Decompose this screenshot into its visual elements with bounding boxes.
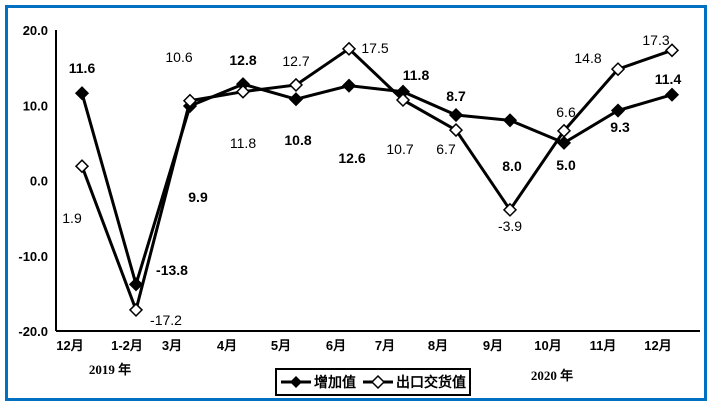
legend-label-value-added: 增加值 <box>314 374 356 390</box>
data-label: 8.0 <box>502 158 522 174</box>
export-marker <box>128 302 144 317</box>
data-label: 11.6 <box>69 60 96 76</box>
value-added-marker <box>341 78 357 93</box>
data-label: 9.9 <box>188 189 208 205</box>
export-marker <box>395 92 411 108</box>
export-marker <box>74 159 90 174</box>
data-label: 8.7 <box>446 88 466 104</box>
data-label: 17.5 <box>361 40 388 56</box>
data-label: 9.3 <box>610 119 630 135</box>
data-label: 10.6 <box>165 49 192 65</box>
y-tick-label: 0.0 <box>30 174 48 189</box>
data-label: -3.9 <box>498 218 522 234</box>
legend-label-export: 出口交货值 <box>396 374 466 390</box>
x-tick-label: 4月 <box>217 338 237 353</box>
x-tick-label: 7月 <box>375 338 395 353</box>
legend-marker-value-added <box>290 376 302 388</box>
x-tick-label: 6月 <box>326 338 346 353</box>
data-label: -13.8 <box>156 262 188 278</box>
data-label: 10.7 <box>386 141 413 157</box>
y-tick-label: 20.0 <box>23 23 48 38</box>
year-label-2019: 2019 年 <box>89 362 131 377</box>
legend: 增加值 出口交货值 <box>275 368 471 396</box>
export-marker <box>610 62 626 77</box>
data-label: 11.4 <box>655 71 682 87</box>
value-added-marker <box>610 103 626 118</box>
data-label: 11.8 <box>230 135 256 151</box>
y-tick-label: 10.0 <box>23 98 48 113</box>
series-line-value-added <box>80 82 673 290</box>
chart-frame <box>5 5 707 401</box>
y-tick-label: -20.0 <box>18 324 48 339</box>
value-added-marker <box>664 87 680 102</box>
export-marker <box>448 123 464 138</box>
x-tick-label: 5月 <box>271 338 291 353</box>
export-marker <box>556 123 572 138</box>
data-label: 6.7 <box>436 141 456 157</box>
data-label: -17.2 <box>150 312 182 328</box>
value-added-marker <box>74 86 90 101</box>
x-tick-label: 12月 <box>56 338 83 353</box>
data-label: 6.6 <box>556 104 576 120</box>
data-label: 1.9 <box>62 210 82 226</box>
data-label: 17.3 <box>642 32 669 48</box>
export-marker <box>288 77 304 92</box>
data-label: 12.7 <box>282 53 309 69</box>
value-added-marker <box>128 277 144 292</box>
data-label: 12.8 <box>229 52 256 68</box>
value-added-marker <box>448 107 464 123</box>
export-marker <box>664 43 680 58</box>
export-marker <box>502 202 518 217</box>
value-added-marker <box>502 113 518 128</box>
export-marker <box>182 93 198 108</box>
x-tick-label: 1-2月 <box>111 338 143 353</box>
legend-marker-export <box>370 374 386 390</box>
export-marker <box>341 41 357 56</box>
export-marker <box>235 84 251 99</box>
data-label: 5.0 <box>556 157 576 173</box>
x-tick-label: 10月 <box>534 338 561 353</box>
data-label: 14.8 <box>574 50 601 66</box>
x-tick-label: 12月 <box>644 338 671 353</box>
x-tick-label: 8月 <box>428 338 448 353</box>
x-tick-label: 11月 <box>590 338 617 353</box>
x-tick-label: 9月 <box>483 338 503 353</box>
data-label: 10.8 <box>284 132 311 148</box>
data-label: 11.8 <box>403 67 430 83</box>
data-label: 12.6 <box>338 150 365 166</box>
y-tick-label: -10.0 <box>18 249 48 264</box>
x-tick-label: 3月 <box>162 338 182 353</box>
value-added-marker <box>556 135 572 150</box>
year-label-2020: 2020 年 <box>531 368 573 383</box>
value-added-marker <box>288 92 304 107</box>
